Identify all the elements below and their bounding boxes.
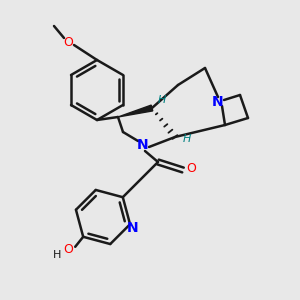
- Text: H: H: [53, 250, 61, 260]
- Text: O: O: [63, 35, 73, 49]
- Text: N: N: [137, 138, 149, 152]
- Polygon shape: [118, 105, 153, 117]
- Text: H: H: [183, 134, 191, 144]
- Text: N: N: [212, 95, 224, 109]
- Text: N: N: [127, 221, 139, 235]
- Text: H: H: [158, 95, 166, 105]
- Text: O: O: [63, 243, 73, 256]
- Text: O: O: [186, 161, 196, 175]
